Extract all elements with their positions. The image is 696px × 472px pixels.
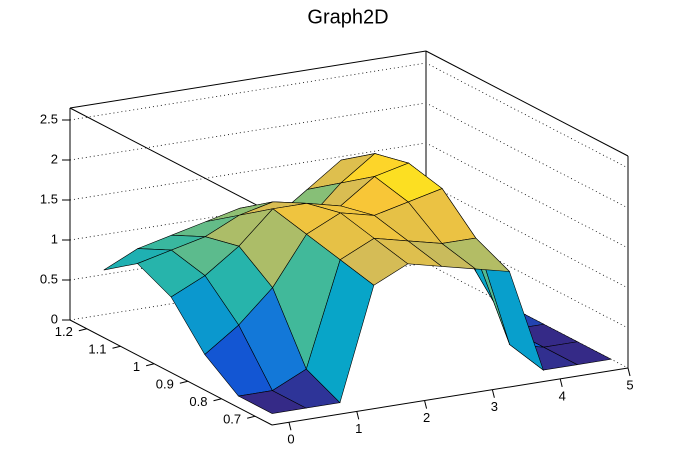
- z-tick-label: 1: [51, 231, 58, 246]
- y-tick: [112, 345, 121, 349]
- surface-cell: [237, 390, 307, 414]
- x-tick-label: 4: [559, 388, 566, 403]
- z-tick-label: 2: [51, 151, 58, 166]
- x-tick: [424, 400, 428, 409]
- box-edge: [425, 50, 629, 157]
- y-tick: [78, 328, 87, 332]
- y-tick-label: 0.8: [189, 394, 207, 409]
- x-tick: [288, 422, 292, 431]
- y-tick: [179, 380, 188, 384]
- z-tick-label: 0.5: [40, 271, 58, 286]
- y-tick: [146, 363, 155, 367]
- z-tick-label: 2.5: [40, 111, 58, 126]
- y-tick: [213, 398, 222, 402]
- z-tick-label: 0: [51, 311, 58, 326]
- grid-line: [69, 62, 629, 169]
- chart-title: Graph2D: [307, 6, 388, 28]
- x-tick: [356, 411, 360, 420]
- box-edge: [69, 107, 273, 214]
- y-tick-label: 1.1: [88, 342, 106, 357]
- x-tick-label: 5: [626, 377, 633, 392]
- x-tick-label: 1: [355, 421, 362, 436]
- y-tick-label: 0.9: [156, 377, 174, 392]
- box-edge: [69, 319, 273, 426]
- x-tick: [627, 367, 631, 377]
- y-tick-label: 1.2: [55, 324, 73, 339]
- y-tick-label: 0.7: [223, 412, 241, 427]
- y-tick-label: 1: [133, 359, 140, 374]
- x-tick-label: 0: [287, 432, 294, 447]
- box-edge: [271, 367, 629, 426]
- x-tick: [559, 378, 563, 387]
- x-tick-label: 2: [423, 410, 430, 425]
- x-tick: [491, 389, 495, 398]
- z-tick-label: 1.5: [40, 191, 58, 206]
- box-edge: [69, 50, 427, 109]
- y-tick: [247, 415, 256, 419]
- x-tick-label: 3: [491, 399, 498, 414]
